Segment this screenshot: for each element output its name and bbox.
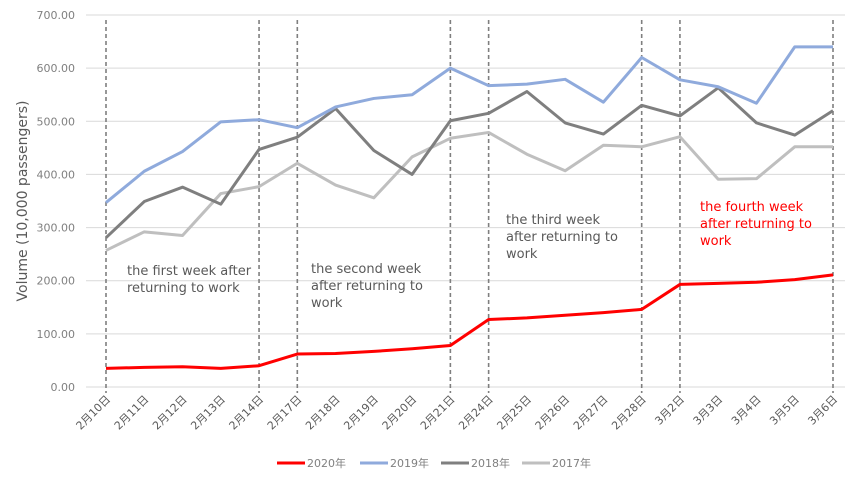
y-tick-label: 0.00: [51, 381, 76, 394]
x-tick-label: 2月28日: [609, 393, 649, 433]
legend-label: 2020年: [307, 456, 346, 470]
legend-label: 2018年: [471, 456, 510, 470]
series-line-2018年: [104, 86, 834, 239]
annotation-line: the fourth week: [700, 200, 804, 215]
x-tick-label: 2月12日: [150, 393, 190, 433]
annotation-line: after returning to: [311, 279, 423, 294]
x-tick-label: 3月3日: [691, 393, 726, 428]
annotation-week-3: the third week after returning to work: [506, 212, 618, 263]
annotation-week-1: the first week after returning to work: [127, 263, 251, 297]
x-tick-label: 3月6日: [805, 393, 840, 428]
x-tick-label: 2月25日: [494, 393, 534, 433]
annotation-line: work: [700, 234, 732, 249]
y-tick-label: 600.00: [37, 62, 76, 75]
x-tick-label: 3月4日: [729, 393, 764, 428]
x-tick-label: 2月14日: [227, 393, 267, 433]
x-tick-label: 2月20日: [380, 393, 420, 433]
y-tick-label: 500.00: [37, 115, 76, 128]
annotation-line: after returning to: [506, 230, 618, 245]
annotation-line: returning to work: [127, 281, 240, 296]
y-tick-label: 100.00: [37, 328, 76, 341]
y-tick-label: 700.00: [37, 9, 76, 22]
annotation-line: the first week after: [127, 264, 252, 279]
annotation-week-4: the fourth week after returning to work: [700, 199, 812, 250]
x-tick-label: 2月24日: [456, 393, 496, 433]
legend-label: 2017年: [552, 456, 591, 470]
x-tick-label: 2月11日: [112, 393, 152, 433]
y-tick-label: 400.00: [37, 168, 76, 181]
annotation-line: after returning to: [700, 217, 812, 232]
annotation-line: the second week: [311, 262, 422, 277]
series-line-2020年: [105, 273, 834, 370]
x-tick-label: 2月26日: [533, 393, 573, 433]
annotation-week-2: the second week after returning to work: [311, 261, 423, 312]
x-tick-label: 2月17日: [265, 393, 305, 433]
y-axis-title: Volume (10,000 passengers): [15, 101, 31, 302]
x-tick-label: 2月27日: [571, 393, 611, 433]
x-tick-label: 2月19日: [341, 393, 381, 433]
y-tick-label: 200.00: [37, 275, 76, 288]
annotation-line: work: [311, 296, 343, 311]
series-line-2017年: [105, 130, 833, 252]
x-tick-label: 3月5日: [767, 393, 802, 428]
x-tick-label: 3月2日: [652, 393, 687, 428]
x-tick-label: 2月10日: [74, 393, 114, 433]
series-line-2019年: [105, 45, 833, 204]
x-tick-label: 2月18日: [303, 393, 343, 433]
x-tick-label: 2月13日: [188, 393, 228, 433]
x-tick-label: 2月21日: [418, 393, 458, 433]
annotation-line: the third week: [506, 213, 601, 228]
annotation-line: work: [506, 247, 538, 262]
y-tick-label: 300.00: [37, 222, 76, 235]
legend-label: 2019年: [390, 456, 429, 470]
